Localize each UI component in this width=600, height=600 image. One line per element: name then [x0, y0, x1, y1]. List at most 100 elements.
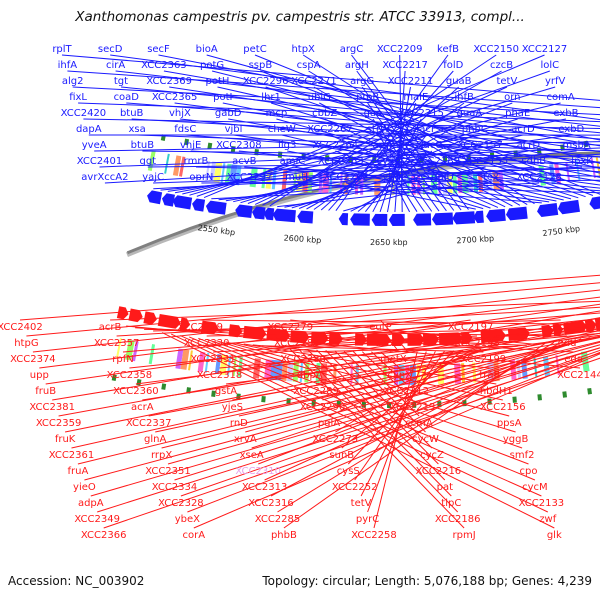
forward-gene-label: kefB	[437, 44, 459, 55]
forward-gene-arrow	[589, 196, 600, 210]
forward-gene-arrow	[263, 207, 275, 221]
reverse-gene-label: XCC2216	[416, 466, 462, 477]
reverse-gene-label: xseA	[240, 450, 264, 461]
reverse-leader-line	[380, 351, 401, 369]
reverse-leader-line	[161, 340, 600, 449]
forward-gene-label: ybdL	[382, 172, 407, 183]
forward-gene-label: lacG	[421, 140, 443, 151]
forward-leader-line	[94, 141, 600, 152]
forward-gene-label: galU	[431, 172, 454, 183]
reverse-gene-label: acrA	[131, 402, 154, 413]
forward-leader-line	[319, 102, 513, 207]
forward-leader-line	[167, 134, 572, 192]
reverse-leader-line	[167, 344, 600, 465]
forward-gene-label: malE	[403, 92, 428, 103]
reverse-gene-label: XCC2351	[145, 466, 191, 477]
forward-gene-arrow	[252, 206, 266, 220]
forward-gene-label: XCC2401	[77, 156, 123, 167]
reverse-leader-line	[144, 328, 568, 337]
forward-leader-line	[324, 118, 506, 208]
reverse-leader-line	[296, 335, 527, 346]
forward-leader-line	[233, 134, 600, 186]
reverse-gene-label: XCC2334	[152, 482, 198, 493]
forward-gene-label: lig3	[278, 140, 296, 151]
forward-gene-label: potI	[213, 92, 232, 103]
reverse-gene-label: XCC2402	[0, 322, 43, 333]
forward-gene-label: XCC2296	[243, 76, 289, 87]
inner-gc-marker	[512, 396, 517, 403]
forward-gene-label: XCC2127	[522, 44, 568, 55]
reverse-gene-label: cysS	[337, 466, 360, 477]
forward-gene-label: lolC	[540, 60, 559, 71]
reverse-gene-label: fruB	[35, 386, 56, 397]
reverse-leader-line	[84, 341, 600, 481]
forward-gene-label: lhr1	[261, 92, 281, 103]
inner-feature-band-tile	[204, 352, 210, 373]
forward-gene-label: acrD	[511, 124, 535, 135]
forward-gene-label: fixL	[69, 92, 87, 103]
inner-gc-marker	[537, 394, 542, 401]
forward-gene-label: guaA	[457, 108, 483, 119]
forward-gene-label: yveA	[82, 140, 107, 151]
reverse-gene-label: fruA	[67, 466, 88, 477]
forward-gene-label: bioA	[196, 44, 218, 55]
forward-leader-line	[83, 118, 600, 129]
reverse-gene-label: XCC2329	[177, 322, 223, 333]
reverse-leader-line	[161, 332, 555, 529]
forward-gene-arrow	[192, 198, 206, 212]
forward-gene-label: lpxK	[571, 156, 593, 167]
reverse-leader-line	[129, 318, 600, 369]
forward-gene-label: acvB	[232, 156, 257, 167]
forward-gene-arrow	[338, 213, 349, 226]
forward-gene-label: yrfV	[545, 76, 566, 87]
reverse-gene-label: XCC2212	[383, 386, 429, 397]
reverse-gene-label: XCC2258	[351, 530, 397, 541]
reverse-leader-line	[135, 327, 574, 353]
forward-leader-line	[372, 118, 440, 212]
forward-gene-arrow	[272, 208, 296, 223]
forward-leader-line	[233, 134, 524, 203]
reverse-leader-line	[252, 344, 490, 369]
reverse-leader-line	[77, 335, 600, 465]
forward-gene-label: exbD	[558, 124, 584, 135]
forward-gene-label: fdsC	[174, 124, 196, 135]
reverse-gene-label: XCC2213	[390, 402, 436, 413]
reverse-leader-line	[234, 342, 503, 401]
reverse-gene-label: XCC2144	[557, 370, 600, 381]
forward-gene-label: vhjE	[180, 140, 201, 151]
forward-gene-label: yajC	[142, 172, 164, 183]
forward-gene-label: avrXccA2	[81, 172, 128, 183]
reverse-gene-label: cpo	[520, 466, 538, 477]
forward-gene-arrow	[473, 210, 484, 224]
forward-gene-arrow	[205, 200, 227, 215]
scale-label: 2550 kbp	[197, 223, 236, 237]
forward-gene-label: sspB	[249, 60, 273, 71]
forward-gene-label: proB	[356, 92, 379, 103]
reverse-gene-label: xrvA	[234, 434, 257, 445]
outer-feature-band-tile	[224, 163, 232, 184]
forward-gene-arrow	[297, 210, 314, 224]
forward-gene-arrow	[235, 204, 253, 219]
reverse-gene-label: glk	[547, 530, 562, 541]
forward-gene-label: XCC2157	[457, 140, 503, 151]
reverse-leader-line	[26, 282, 600, 337]
forward-leader-line	[299, 134, 475, 209]
forward-gene-arrow	[486, 208, 506, 223]
forward-gene-arrow	[431, 212, 454, 226]
forward-gene-label: oprN	[189, 172, 213, 183]
reverse-leader-line	[126, 325, 581, 369]
forward-leader-line	[174, 118, 566, 194]
forward-gene-label: XCC2215	[398, 108, 444, 119]
inner-gc-marker	[587, 387, 593, 395]
forward-gene-label: alg2	[62, 76, 84, 87]
forward-leader-line	[260, 70, 594, 196]
forward-gene-arrow	[505, 206, 528, 221]
reverse-gene-arrow	[243, 325, 267, 340]
reverse-gene-label: XCC2156	[480, 402, 526, 413]
outer-gc-marker	[207, 142, 213, 150]
inner-feature-band-tile	[125, 339, 135, 361]
reverse-leader-line	[225, 334, 600, 385]
forward-gene-arrow	[147, 190, 163, 205]
forward-gene-label: secF	[147, 44, 170, 55]
